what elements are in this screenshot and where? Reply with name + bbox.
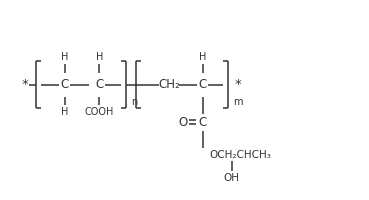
Text: C: C — [61, 78, 69, 91]
Text: H: H — [199, 52, 206, 62]
Text: O: O — [178, 116, 187, 129]
Text: C: C — [199, 78, 207, 91]
Text: *: * — [235, 78, 241, 91]
Text: *: * — [21, 78, 28, 91]
Text: H: H — [61, 107, 68, 117]
Text: H: H — [61, 52, 68, 62]
Text: CH₂: CH₂ — [158, 78, 180, 91]
Text: n: n — [131, 97, 137, 107]
Text: OCH₂CHCH₃: OCH₂CHCH₃ — [210, 150, 272, 160]
Text: C: C — [199, 116, 207, 129]
Text: COOH: COOH — [85, 107, 114, 117]
Text: C: C — [95, 78, 103, 91]
Text: H: H — [96, 52, 103, 62]
Text: OH: OH — [224, 173, 240, 183]
Text: m: m — [233, 97, 243, 107]
